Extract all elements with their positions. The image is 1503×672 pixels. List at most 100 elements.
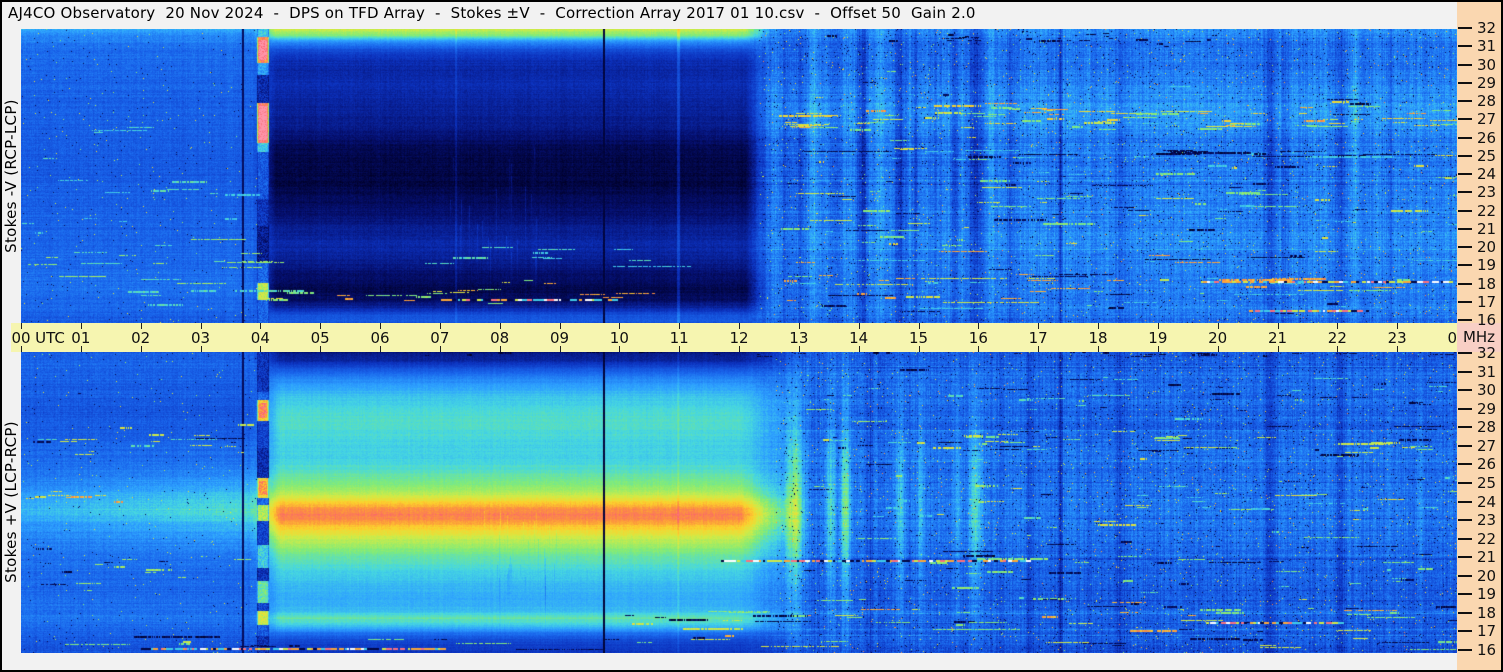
freq-tick bbox=[1458, 630, 1472, 633]
hour-label: 08 bbox=[490, 328, 510, 347]
freq-label: 31 bbox=[1477, 37, 1497, 56]
hour-label: 00 bbox=[11, 328, 31, 347]
freq-tick bbox=[1458, 264, 1472, 267]
freq-tick bbox=[1458, 463, 1472, 466]
time-tick bbox=[1157, 346, 1159, 352]
freq-label: 21 bbox=[1477, 219, 1497, 238]
freq-tick bbox=[1458, 481, 1472, 484]
time-tick bbox=[21, 323, 22, 329]
freq-label: 17 bbox=[1477, 292, 1497, 311]
hour-label: 12 bbox=[729, 328, 749, 347]
time-tick bbox=[200, 323, 202, 329]
freq-label: 23 bbox=[1477, 511, 1497, 530]
time-tick bbox=[1217, 346, 1219, 352]
freq-label: 28 bbox=[1477, 92, 1497, 110]
freq-tick bbox=[1458, 100, 1472, 102]
freq-tick bbox=[1458, 209, 1472, 212]
freq-label: 31 bbox=[1477, 362, 1497, 381]
time-tick bbox=[918, 323, 920, 329]
freq-label: 25 bbox=[1477, 473, 1497, 492]
time-tick bbox=[739, 323, 740, 329]
freq-tick bbox=[1458, 444, 1472, 447]
freq-label: 28 bbox=[1477, 418, 1497, 437]
time-tick bbox=[1157, 323, 1159, 329]
freq-label: 17 bbox=[1477, 622, 1497, 641]
time-tick bbox=[439, 323, 441, 329]
freq-label: 30 bbox=[1477, 55, 1497, 74]
freq-label: 25 bbox=[1477, 146, 1497, 165]
time-tick bbox=[978, 346, 980, 352]
freq-tick bbox=[1458, 352, 1472, 354]
hour-label: 22 bbox=[1327, 328, 1347, 347]
hour-label: 19 bbox=[1148, 328, 1168, 347]
freq-tick bbox=[1458, 319, 1472, 321]
freq-label: 18 bbox=[1477, 603, 1497, 622]
time-tick bbox=[679, 346, 681, 352]
frequency-axis-band: MHz 32 31 30 29 28 27 26 25 24 23 22 21 20 19 18 17 16 32… bbox=[1457, 2, 1501, 670]
freq-tick bbox=[1458, 81, 1472, 84]
hour-label: 09 bbox=[549, 328, 570, 347]
freq-tick bbox=[1458, 574, 1472, 577]
freq-label: 26 bbox=[1477, 128, 1497, 147]
time-tick bbox=[380, 323, 381, 329]
time-tick bbox=[1098, 323, 1099, 329]
time-tick bbox=[1277, 323, 1279, 329]
time-tick bbox=[559, 346, 561, 352]
time-tick bbox=[380, 346, 381, 352]
freq-tick bbox=[1458, 537, 1472, 540]
freq-label: 24 bbox=[1477, 165, 1497, 183]
time-tick bbox=[260, 323, 262, 329]
freq-tick bbox=[1458, 191, 1472, 194]
freq-label: 16 bbox=[1477, 311, 1497, 329]
time-tick bbox=[619, 346, 621, 352]
freq-tick bbox=[1458, 389, 1472, 392]
freq-label: 21 bbox=[1477, 548, 1497, 567]
freq-label: 29 bbox=[1477, 399, 1497, 418]
spectrogram-stokes-plus-v bbox=[21, 352, 1457, 653]
time-tick bbox=[200, 346, 202, 352]
hour-label: 06 bbox=[370, 328, 390, 347]
hour-label: 23 bbox=[1387, 328, 1407, 347]
freq-label: 19 bbox=[1477, 256, 1497, 275]
time-tick bbox=[1038, 346, 1040, 352]
time-tick bbox=[1337, 323, 1339, 329]
hour-label: 07 bbox=[430, 328, 450, 347]
freq-tick bbox=[1458, 519, 1472, 522]
freq-tick bbox=[1458, 649, 1472, 651]
freq-label: 22 bbox=[1477, 201, 1497, 220]
freq-label: 32 bbox=[1477, 344, 1497, 362]
hour-label: 05 bbox=[310, 328, 330, 347]
time-tick bbox=[978, 323, 980, 329]
freq-tick bbox=[1458, 611, 1472, 614]
freq-label: 27 bbox=[1477, 110, 1497, 129]
freq-tick bbox=[1458, 593, 1472, 596]
freq-label: 20 bbox=[1477, 566, 1497, 585]
spectrogram-stokes-minus-v bbox=[21, 29, 1457, 323]
freq-label: 22 bbox=[1477, 529, 1497, 548]
freq-label: 29 bbox=[1477, 73, 1497, 92]
freq-tick bbox=[1458, 227, 1472, 230]
freq-tick bbox=[1458, 63, 1472, 66]
time-tick bbox=[1277, 346, 1279, 352]
hour-label: 03 bbox=[190, 328, 211, 347]
time-tick bbox=[619, 323, 621, 329]
time-axis-band: UTC 00 01 02 03 04 05 06 07 08 09 10 11 12 13 14 15 16 17… bbox=[11, 323, 1467, 352]
time-tick bbox=[320, 323, 322, 329]
freq-label: 26 bbox=[1477, 455, 1497, 474]
mhz-label: MHz bbox=[1462, 328, 1496, 346]
freq-label: 24 bbox=[1477, 492, 1497, 511]
freq-tick bbox=[1458, 173, 1472, 175]
time-tick bbox=[499, 323, 501, 329]
hour-label: 15 bbox=[908, 328, 929, 347]
time-tick bbox=[21, 346, 22, 352]
freq-label: 16 bbox=[1477, 641, 1497, 659]
hour-label: 17 bbox=[1028, 328, 1048, 347]
time-tick bbox=[798, 323, 800, 329]
panel-label-stokes-plus-v: Stokes +V (LCP-RCP) bbox=[2, 421, 20, 583]
time-tick bbox=[1217, 323, 1219, 329]
time-tick bbox=[320, 346, 322, 352]
hour-label: 21 bbox=[1267, 328, 1288, 347]
freq-label: 23 bbox=[1477, 183, 1497, 202]
freq-tick bbox=[1458, 27, 1472, 29]
freq-tick bbox=[1458, 154, 1472, 157]
